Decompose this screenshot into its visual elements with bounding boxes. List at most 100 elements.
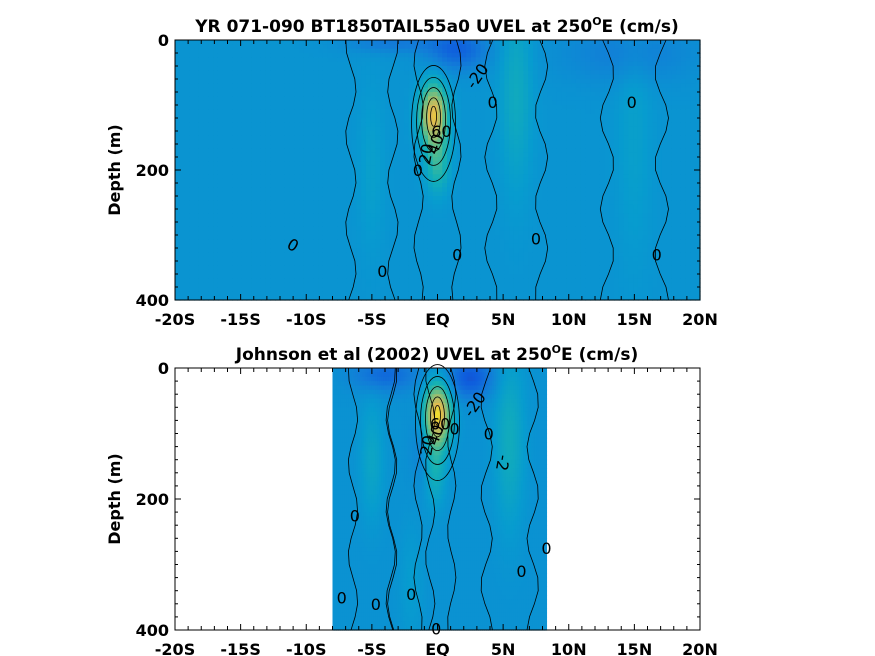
heatmap-cell <box>208 61 214 67</box>
heatmap-cell <box>423 105 429 110</box>
heatmap-cell <box>222 222 229 227</box>
heatmap-cell <box>566 187 572 193</box>
heatmap-cell <box>327 131 334 136</box>
heatmap-cell <box>475 261 482 266</box>
heatmap-cell <box>361 53 367 58</box>
heatmap-cell <box>532 139 539 145</box>
heatmap-cell <box>289 70 295 76</box>
heatmap-cell <box>375 135 381 141</box>
heatmap-cell <box>318 122 324 128</box>
heatmap-cell <box>208 209 214 214</box>
heatmap-cell <box>303 126 310 132</box>
heatmap-cell <box>303 243 310 249</box>
heatmap-cell <box>227 235 233 240</box>
heatmap-cell <box>437 235 443 240</box>
heatmap-cell <box>327 122 334 128</box>
heatmap-cell <box>189 105 195 110</box>
heatmap-cell <box>523 191 529 197</box>
heatmap-cell <box>251 70 257 76</box>
heatmap-cell <box>198 96 205 102</box>
heatmap-cell <box>179 200 186 206</box>
heatmap-cell <box>427 183 434 188</box>
heatmap-cell <box>494 269 501 275</box>
heatmap-cell <box>198 287 205 292</box>
heatmap-cell <box>332 131 338 136</box>
heatmap-cell <box>375 248 381 253</box>
heatmap-cell <box>537 57 544 63</box>
heatmap-cell <box>284 92 291 97</box>
heatmap-cell <box>289 53 295 58</box>
heatmap-cell <box>490 235 496 240</box>
heatmap-cell <box>208 57 214 63</box>
heatmap-cell <box>413 40 420 45</box>
heatmap-cell <box>241 157 248 162</box>
heatmap-cell <box>423 118 429 123</box>
heatmap-cell <box>275 66 281 71</box>
heatmap-cell <box>184 74 190 80</box>
heatmap-cell <box>198 48 205 54</box>
heatmap-cell <box>413 174 420 180</box>
heatmap-cell <box>513 118 520 123</box>
heatmap-cell <box>456 118 462 123</box>
heatmap-cell <box>270 40 276 45</box>
heatmap-cell <box>337 239 343 245</box>
heatmap-cell <box>194 148 200 154</box>
heatmap-cell <box>470 209 477 214</box>
heatmap-cell <box>437 70 443 76</box>
heatmap-cell <box>313 239 319 245</box>
heatmap-cell <box>289 265 295 271</box>
heatmap-cell <box>518 235 525 240</box>
heatmap-cell <box>518 204 525 210</box>
heatmap-cell <box>356 165 362 171</box>
heatmap-cell <box>365 79 372 84</box>
heatmap-cell <box>318 209 324 214</box>
heatmap-cell <box>365 113 372 119</box>
heatmap-cell <box>485 131 491 136</box>
heatmap-cell <box>427 174 434 180</box>
heatmap-cell <box>375 287 381 292</box>
heatmap-cell <box>246 113 252 119</box>
heatmap-cell <box>423 122 429 128</box>
heatmap-cell <box>198 200 205 206</box>
heatmap-cell <box>208 235 214 240</box>
heatmap-cell <box>413 178 420 184</box>
heatmap-cell <box>280 57 286 63</box>
heatmap-cell <box>542 187 548 193</box>
heatmap-cell <box>442 239 448 245</box>
heatmap-cell <box>432 239 439 245</box>
heatmap-cell <box>294 44 300 50</box>
heatmap-cell <box>447 148 453 154</box>
heatmap-cell <box>184 196 190 201</box>
heatmap-cell <box>260 53 267 58</box>
heatmap-cell <box>432 235 439 240</box>
heatmap-cell <box>184 174 190 180</box>
heatmap-cell <box>404 44 410 50</box>
heatmap-cell <box>265 148 272 154</box>
heatmap-cell <box>375 74 381 80</box>
heatmap-cell <box>308 96 315 102</box>
heatmap-cell <box>451 135 458 141</box>
heatmap-cell <box>437 248 443 253</box>
heatmap-cell <box>490 57 496 63</box>
heatmap-cell <box>504 295 510 301</box>
heatmap-cell <box>466 178 472 184</box>
heatmap-cell <box>332 44 338 50</box>
heatmap-cell <box>509 92 515 97</box>
heatmap-cell <box>566 92 572 97</box>
heatmap-cell <box>332 282 338 288</box>
heatmap-cell <box>294 139 300 145</box>
heatmap-cell <box>203 243 210 249</box>
heatmap-cell <box>561 161 567 167</box>
heatmap-cell <box>179 204 186 210</box>
heatmap-cell <box>256 187 262 193</box>
heatmap-cell <box>475 178 482 184</box>
heatmap-cell <box>542 287 548 292</box>
heatmap-cell <box>408 70 415 76</box>
heatmap-cell <box>337 83 343 89</box>
heatmap-cell <box>203 74 210 80</box>
heatmap-cell <box>332 105 338 110</box>
heatmap-cell <box>566 261 572 266</box>
heatmap-cell <box>404 157 410 162</box>
heatmap-cell <box>351 79 357 84</box>
heatmap-cell <box>394 248 400 253</box>
